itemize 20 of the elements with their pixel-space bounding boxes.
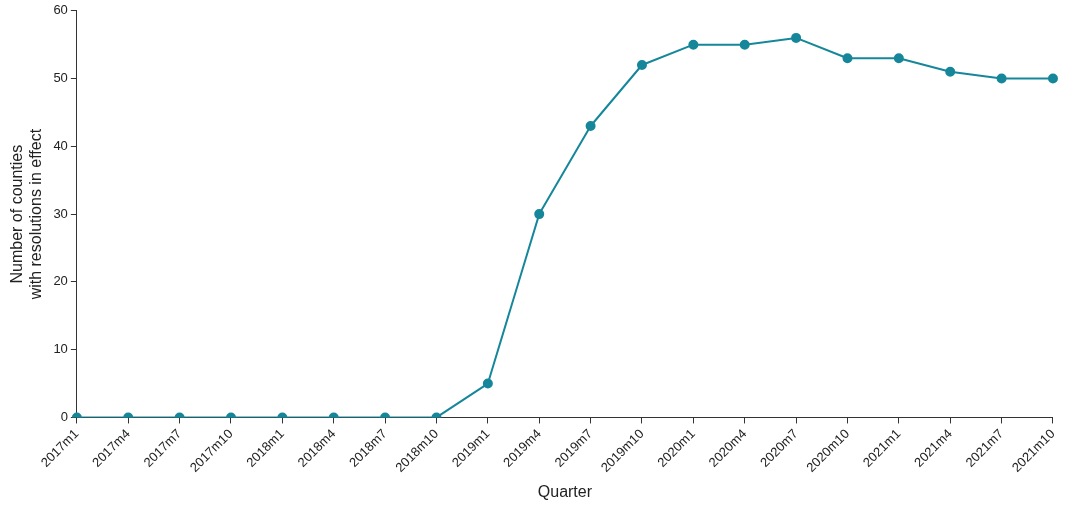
y-axis-title: Number of counties with resolutions in effect: [8, 128, 45, 301]
y-tick-label: 50: [53, 70, 68, 86]
point: [842, 53, 853, 64]
point: [688, 39, 699, 50]
point: [534, 209, 545, 220]
point: [1047, 73, 1058, 84]
point: [893, 53, 904, 64]
y-tick-label: 10: [53, 341, 68, 357]
point: [739, 39, 750, 50]
y-tick-label: 40: [53, 137, 68, 153]
y-tick-label: 0: [60, 409, 68, 425]
y-tick-label: 60: [53, 2, 68, 18]
point: [791, 32, 802, 43]
point: [636, 60, 647, 71]
point: [585, 121, 596, 132]
y-tick-label: 30: [53, 205, 68, 221]
point: [945, 66, 956, 77]
y-tick-label: 20: [53, 273, 68, 289]
x-axis-title: Quarter: [537, 482, 593, 500]
point: [996, 73, 1007, 84]
